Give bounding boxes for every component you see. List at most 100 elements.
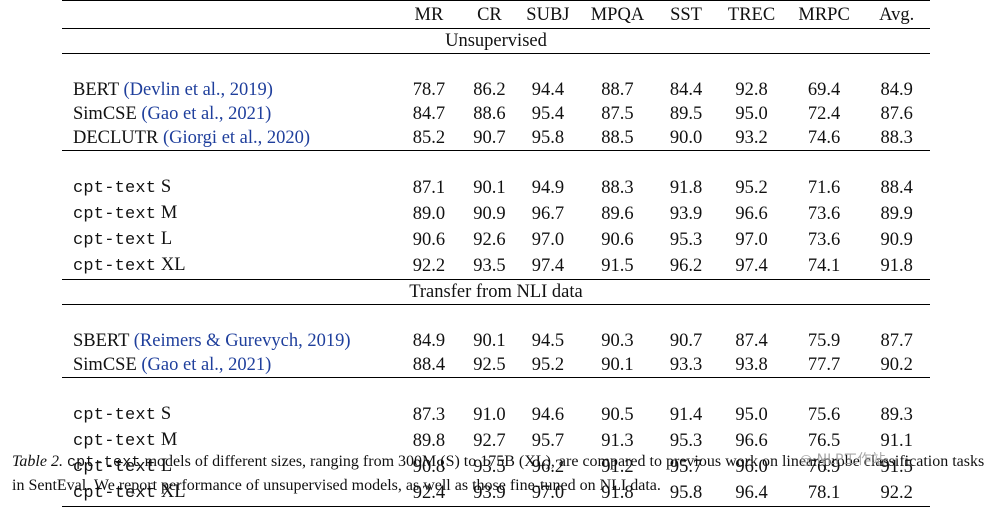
table-row: BERT (Devlin et al., 2019) 78.7 86.2 94.4 88… bbox=[62, 78, 930, 102]
model-name-cell: cpt-text XL bbox=[62, 253, 394, 280]
score-cell: 87.7 bbox=[880, 331, 913, 351]
score-cell: 93.5 bbox=[473, 457, 506, 477]
score-cell: 89.8 bbox=[412, 431, 446, 451]
score-cell: 91.5 bbox=[601, 256, 634, 276]
score-cell: 91.3 bbox=[601, 431, 634, 451]
score-cell: 97.4 bbox=[531, 256, 565, 276]
score-cell: 88.6 bbox=[473, 104, 506, 124]
score-cell: 95.7 bbox=[531, 431, 565, 451]
table-row: cpt-text S 87.1 90.1 94.9 88.3 91.8 95.2 71.6 88… bbox=[62, 175, 930, 201]
spacer-cell bbox=[62, 305, 930, 330]
model-size: S bbox=[160, 177, 172, 197]
score-cell: 89.6 bbox=[601, 204, 634, 224]
caption-text: models of different sizes, ranging from … bbox=[12, 453, 985, 494]
table-row: cpt-text S 87.3 91.0 94.6 90.5 91.4 95.0 75.6 89… bbox=[62, 402, 930, 428]
model-name-cell: cpt-text S bbox=[62, 402, 394, 428]
score-cell: 90.1 bbox=[473, 331, 506, 351]
score-cell: 90.7 bbox=[473, 128, 506, 148]
group-spacer bbox=[62, 377, 930, 403]
model-name-cell: cpt-text S bbox=[62, 175, 394, 201]
citation-link: (Gao et al., 2021) bbox=[141, 104, 272, 124]
table-row: cpt-text M 89.0 90.9 96.7 89.6 93.9 96.6 73.6 89… bbox=[62, 201, 930, 227]
section-title: Unsupervised bbox=[445, 31, 547, 51]
header-cr: CR bbox=[477, 4, 502, 25]
model-name: cpt-text bbox=[73, 257, 157, 276]
model-name-cell: SimCSE (Gao et al., 2021) bbox=[62, 102, 394, 126]
score-cell: 95.3 bbox=[669, 431, 703, 451]
model-name: DECLUTR bbox=[73, 128, 159, 148]
header-row: MR CR SUBJ MPQA SST TREC MRPC Avg. bbox=[62, 0, 930, 29]
score-cell: 92.5 bbox=[473, 355, 506, 375]
spacer-cell bbox=[62, 54, 930, 79]
table-row: SBERT (Reimers & Gurevych, 2019) 84.9 90.1… bbox=[62, 329, 930, 353]
score-cell: 90.6 bbox=[601, 230, 634, 250]
spacer-cell bbox=[62, 151, 930, 176]
score-cell: 78.7 bbox=[412, 80, 446, 100]
score-cell: 73.6 bbox=[807, 230, 841, 250]
score-cell: 91.8 bbox=[880, 256, 913, 276]
score-cell: 94.5 bbox=[531, 331, 565, 351]
score-cell: 96.0 bbox=[735, 457, 768, 477]
score-cell: 93.5 bbox=[473, 256, 506, 276]
group-spacer bbox=[62, 54, 930, 79]
score-cell: 96.4 bbox=[735, 483, 768, 503]
score-cell: 93.2 bbox=[735, 128, 768, 148]
score-cell: 97.0 bbox=[531, 483, 565, 503]
citation-link: (Reimers & Gurevych, 2019) bbox=[133, 331, 351, 351]
score-cell: 93.8 bbox=[735, 355, 768, 375]
header-subj: SUBJ bbox=[526, 4, 570, 25]
score-cell: 88.4 bbox=[412, 355, 446, 375]
model-name: cpt-text bbox=[73, 406, 157, 425]
header-mrpc: MRPC bbox=[798, 4, 850, 25]
header-mr: MR bbox=[414, 4, 444, 25]
model-size: L bbox=[160, 456, 173, 476]
table-row: cpt-text XL 92.2 93.5 97.4 91.5 96.2 97.4 74.1 9… bbox=[62, 253, 930, 280]
model-name: SimCSE bbox=[73, 355, 137, 375]
score-cell: 84.7 bbox=[412, 104, 446, 124]
score-cell: 87.6 bbox=[880, 104, 913, 124]
score-cell: 88.3 bbox=[601, 178, 634, 198]
model-name: cpt-text bbox=[73, 179, 157, 198]
model-size: XL bbox=[160, 255, 186, 275]
score-cell: 76.9 bbox=[807, 457, 841, 477]
header-sst: SST bbox=[670, 4, 702, 25]
score-cell: 96.2 bbox=[669, 256, 703, 276]
score-cell: 91.1 bbox=[880, 431, 913, 451]
header-mpqa: MPQA bbox=[590, 4, 645, 25]
score-cell: 90.3 bbox=[601, 331, 634, 351]
model-name-cell: DECLUTR (Giorgi et al., 2020) bbox=[62, 126, 394, 151]
score-cell: 84.9 bbox=[880, 80, 913, 100]
score-cell: 97.4 bbox=[735, 256, 768, 276]
model-size: M bbox=[160, 203, 178, 223]
score-cell: 92.4 bbox=[412, 483, 446, 503]
score-cell: 94.4 bbox=[531, 80, 565, 100]
score-cell: 90.1 bbox=[473, 178, 506, 198]
model-name: SimCSE bbox=[73, 104, 137, 124]
group-spacer bbox=[62, 305, 930, 330]
score-cell: 92.8 bbox=[735, 80, 768, 100]
results-table: MR CR SUBJ MPQA SST TREC MRPC Avg. Unsup… bbox=[62, 0, 930, 507]
score-cell: 88.4 bbox=[880, 178, 913, 198]
score-cell: 91.8 bbox=[669, 178, 703, 198]
model-name-cell: SimCSE (Gao et al., 2021) bbox=[62, 353, 394, 378]
score-cell: 90.1 bbox=[601, 355, 634, 375]
score-cell: 94.6 bbox=[531, 405, 565, 425]
score-cell: 91.2 bbox=[601, 457, 634, 477]
spacer-cell bbox=[62, 378, 930, 403]
score-cell: 88.3 bbox=[880, 128, 913, 148]
model-size: S bbox=[160, 404, 172, 424]
section-title: Transfer from NLI data bbox=[409, 282, 583, 302]
score-cell: 95.4 bbox=[531, 104, 565, 124]
score-cell: 89.9 bbox=[880, 204, 913, 224]
score-cell: 96.6 bbox=[735, 431, 768, 451]
table-row: DECLUTR (Giorgi et al., 2020) 85.2 90.7 95.… bbox=[62, 126, 930, 151]
score-cell: 92.7 bbox=[473, 431, 506, 451]
table-row: SimCSE (Gao et al., 2021) 84.7 88.6 95.4 87.… bbox=[62, 102, 930, 126]
score-cell: 84.4 bbox=[669, 80, 703, 100]
model-size: M bbox=[160, 430, 178, 450]
score-cell: 69.4 bbox=[807, 80, 841, 100]
header-avg: Avg. bbox=[879, 4, 915, 25]
score-cell: 72.4 bbox=[807, 104, 841, 124]
watermark-text: NLP工作站 bbox=[816, 452, 886, 468]
score-cell: 95.7 bbox=[669, 457, 703, 477]
